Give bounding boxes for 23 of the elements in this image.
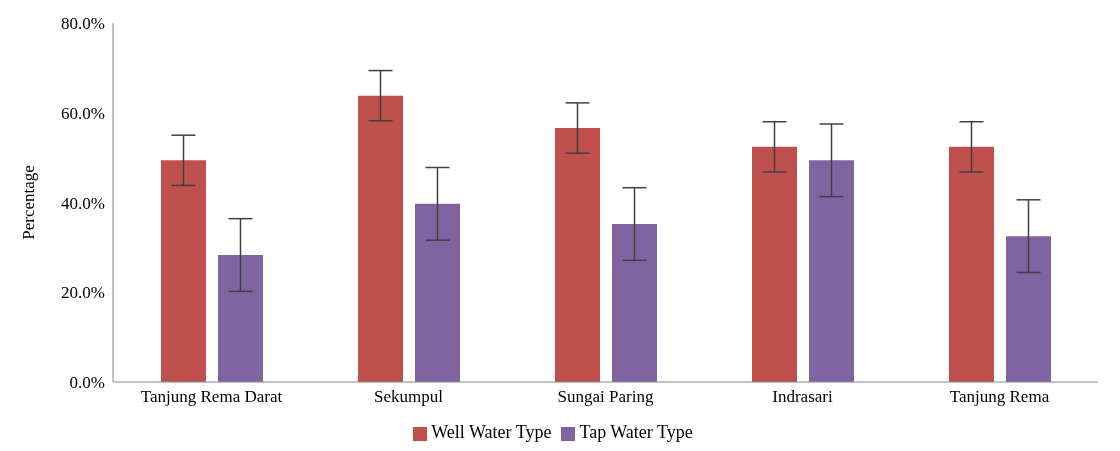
bar (612, 224, 657, 382)
x-tick-label: Sungai Paring (557, 387, 654, 407)
bar (218, 255, 263, 382)
x-tick-label: Sekumpul (374, 387, 444, 407)
y-tick-label: 80.0% (61, 14, 105, 34)
y-axis-title: Percentage (19, 165, 39, 240)
x-tick-label: Tanjung Rema Darat (140, 387, 283, 407)
legend-label: Well Water Type (431, 422, 552, 442)
x-tick-label: Tanjung Rema (949, 387, 1050, 407)
legend-label: Tap Water Type (579, 422, 693, 442)
y-tick-label: 20.0% (61, 283, 105, 303)
bar (949, 146, 994, 382)
bar (358, 95, 403, 382)
bar (1006, 236, 1051, 382)
x-tick-label: Indrasari (772, 387, 833, 407)
bar (161, 160, 206, 382)
bar (415, 203, 460, 382)
y-tick-label: 0.0% (69, 373, 105, 393)
bar (752, 146, 797, 382)
y-tick-label: 40.0% (61, 193, 105, 213)
y-tick-label: 60.0% (61, 103, 105, 123)
bar (809, 160, 854, 382)
bar (555, 128, 600, 382)
